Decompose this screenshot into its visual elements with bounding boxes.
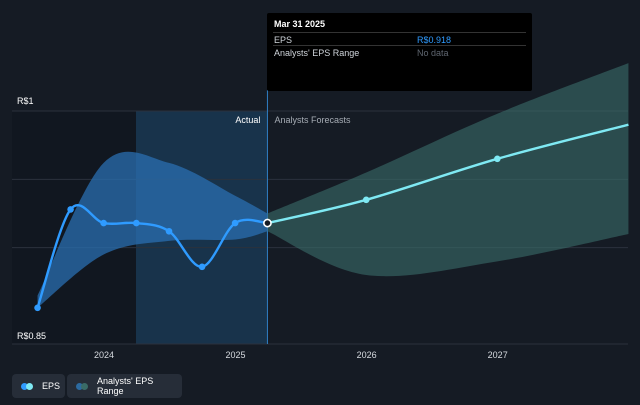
actual-eps-point [231, 219, 239, 227]
tooltip-range-value: No data [417, 48, 449, 58]
x-tick-label: 2027 [488, 350, 508, 360]
region-label-actual: Actual [235, 115, 260, 125]
tooltip: Mar 31 2025 EPS R$0.918 Analysts' EPS Ra… [267, 13, 532, 91]
tooltip-date: Mar 31 2025 [274, 19, 326, 29]
x-tick-label: 2024 [94, 350, 114, 360]
axis-labels: R$1 R$0.85 Actual Analysts Forecasts 2024 202… [17, 96, 508, 360]
eps-range-bands [37, 63, 629, 308]
forecast-eps-range-band [267, 63, 629, 277]
actual-eps-point [100, 219, 107, 227]
legend-eps-icon [21, 382, 35, 390]
actual-eps-range-band [37, 151, 268, 308]
tooltip-row-eps: EPS R$0.918 [273, 32, 526, 46]
legend-item-eps-range[interactable]: Analysts' EPS Range [67, 374, 182, 398]
current-eps-point [263, 218, 272, 228]
forecast-eps-point [362, 196, 370, 204]
actual-eps-point [34, 304, 41, 312]
region-label-forecast: Analysts Forecasts [274, 115, 351, 125]
actual-eps-point [198, 263, 206, 271]
actual-eps-point [165, 227, 173, 235]
x-tick-label: 2025 [225, 350, 245, 360]
legend-range-icon [76, 382, 90, 390]
x-tick-label: 2026 [357, 350, 377, 360]
eps-markers [34, 155, 501, 312]
legend-range-label: Analysts' EPS Range [96, 376, 154, 396]
y-tick-label-top: R$1 [17, 96, 34, 106]
tooltip-eps-label: EPS [274, 35, 293, 45]
legend-item-eps[interactable]: EPS [12, 374, 65, 398]
actual-eps-point [67, 206, 74, 213]
forecast-eps-line [267, 123, 629, 225]
actual-eps-point [133, 219, 140, 227]
tooltip-row-range: Analysts' EPS Range No data [273, 45, 526, 59]
forecast-eps-point [494, 155, 501, 163]
tooltip-range-label: Analysts' EPS Range [274, 48, 360, 58]
legend-eps-label: EPS [42, 381, 61, 391]
y-tick-label-bottom: R$0.85 [17, 331, 46, 341]
tooltip-eps-value: R$0.918 [417, 35, 452, 45]
